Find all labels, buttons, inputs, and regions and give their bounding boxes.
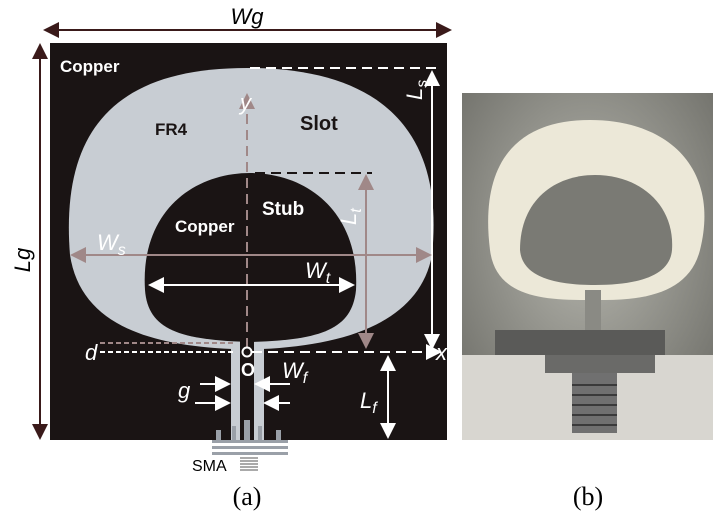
sub: t (348, 208, 365, 213)
label-wg: Wg (231, 4, 265, 29)
caption-a: (a) (233, 482, 262, 511)
base: L (360, 388, 372, 413)
label-copper-stub: Copper (175, 217, 235, 236)
label-g: g (178, 378, 191, 403)
label-copper: Copper (60, 57, 120, 76)
label-o: O (241, 360, 255, 380)
base: W (97, 230, 120, 255)
label-sma: SMA (192, 458, 227, 475)
base: W (305, 258, 328, 283)
label-d: d (85, 340, 98, 365)
label-slot: Slot (300, 113, 338, 135)
label-x: x (435, 340, 448, 365)
label-lg: Lg (10, 247, 35, 272)
sub: s (414, 80, 431, 88)
caption-b: (b) (573, 482, 603, 511)
label-y: y (238, 90, 253, 115)
sub: s (118, 242, 126, 259)
panel-b: (b) (462, 93, 713, 511)
base: W (282, 358, 305, 383)
panel-a: Wg Lg Copper FR4 Slot y Stub Copper d x … (10, 4, 450, 511)
figure: Wg Lg Copper FR4 Slot y Stub Copper d x … (0, 0, 715, 516)
label-stub: Stub (262, 199, 304, 220)
base: L (336, 213, 361, 225)
photo-solder (495, 330, 665, 355)
sub: t (326, 270, 331, 287)
base: L (402, 88, 427, 100)
origin (243, 348, 252, 357)
label-fr4: FR4 (155, 120, 188, 139)
photo-flange (545, 355, 655, 373)
